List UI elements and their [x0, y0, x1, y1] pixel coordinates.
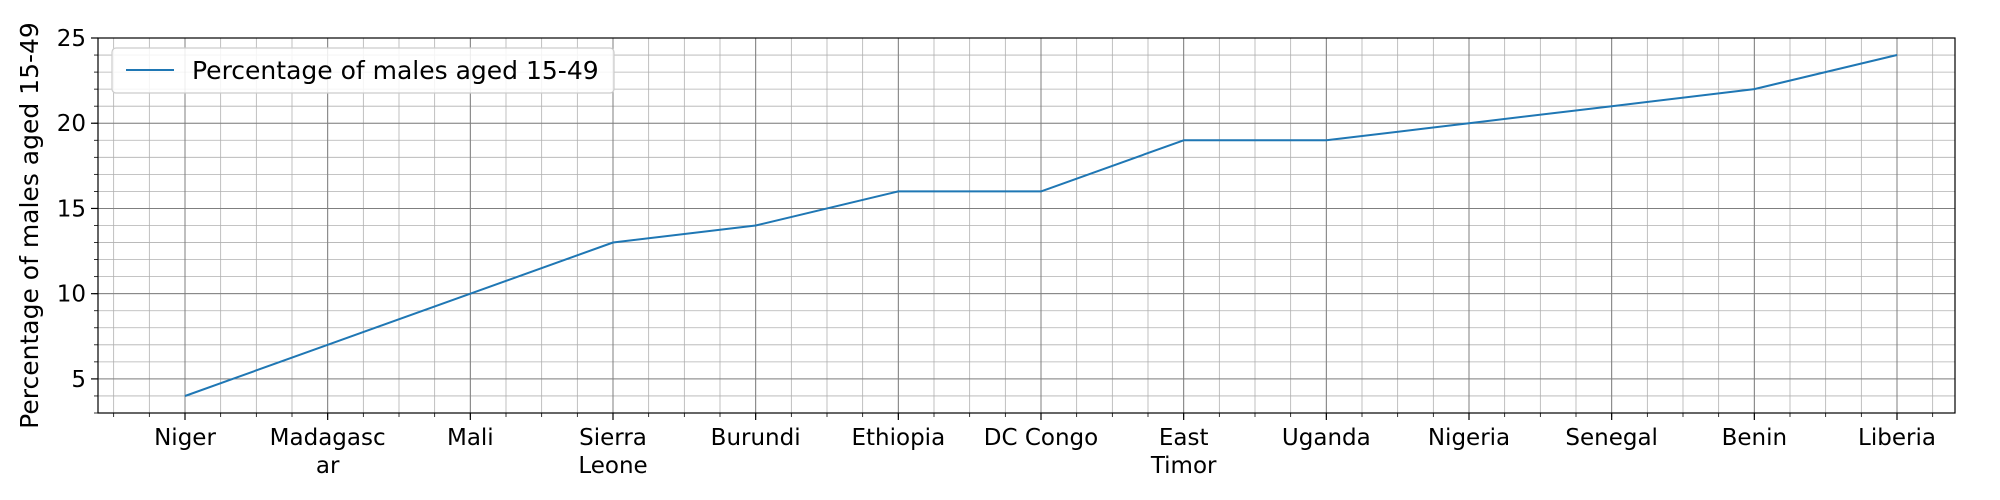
legend: Percentage of males aged 15-49: [111, 47, 615, 94]
x-tick-label-line: Niger: [154, 425, 216, 451]
y-tick-label: 20: [57, 111, 86, 137]
x-tick-label: Sierra Leone: [578, 425, 647, 479]
legend-box: [111, 47, 615, 94]
x-tick-label: Liberia: [1858, 425, 1936, 451]
x-tick-label: Nigeria: [1428, 425, 1510, 451]
x-tick-label: Madagasc ar: [270, 425, 386, 479]
x-tick-label-line: Sierra: [579, 425, 647, 451]
x-tick-label-line: Ethiopia: [851, 425, 945, 451]
x-tick-label-line: Nigeria: [1428, 425, 1510, 451]
y-tick-labels: 5 10 15 20 25: [57, 26, 86, 393]
x-tick-labels: Niger Madagasc ar Mali Sierra Leone Burundi Eth…: [154, 425, 1936, 479]
x-tick-label: Burundi: [711, 425, 801, 451]
x-tick-label-line: Leone: [578, 453, 647, 479]
y-tick-label: 10: [57, 282, 86, 308]
x-tick-label-line: Burundi: [711, 425, 801, 451]
x-tick-label-line: Liberia: [1858, 425, 1936, 451]
x-tick-label-line: East: [1159, 425, 1209, 451]
x-tick-label-line: Madagasc: [270, 425, 386, 451]
series-layer: [184, 54, 1898, 397]
x-tick-label: Ethiopia: [851, 425, 945, 451]
axis-ticks: [91, 37, 1934, 420]
legend-label: Percentage of males aged 15-49: [192, 56, 599, 85]
series-line: [184, 54, 1898, 397]
x-tick-label-line: ar: [316, 453, 340, 479]
y-tick-label: 25: [57, 26, 86, 52]
x-tick-label-line: Benin: [1722, 425, 1787, 451]
x-tick-label-line: Mali: [447, 425, 494, 451]
y-tick-label: 5: [71, 367, 86, 393]
x-tick-label: Benin: [1722, 425, 1787, 451]
x-tick-label: Uganda: [1282, 425, 1371, 451]
y-tick-label: 15: [57, 196, 86, 222]
x-tick-label-line: DC Congo: [984, 425, 1098, 451]
x-tick-label-line: Timor: [1150, 453, 1217, 479]
x-tick-label: East Timor: [1150, 425, 1217, 479]
x-tick-label-line: Uganda: [1282, 425, 1371, 451]
x-tick-label: Mali: [447, 425, 494, 451]
x-tick-label: DC Congo: [984, 425, 1098, 451]
x-tick-label-line: Senegal: [1565, 425, 1658, 451]
x-tick-label: Niger: [154, 425, 216, 451]
y-axis-title: Percentage of males aged 15-49: [15, 22, 44, 429]
x-tick-label: Senegal: [1565, 425, 1658, 451]
